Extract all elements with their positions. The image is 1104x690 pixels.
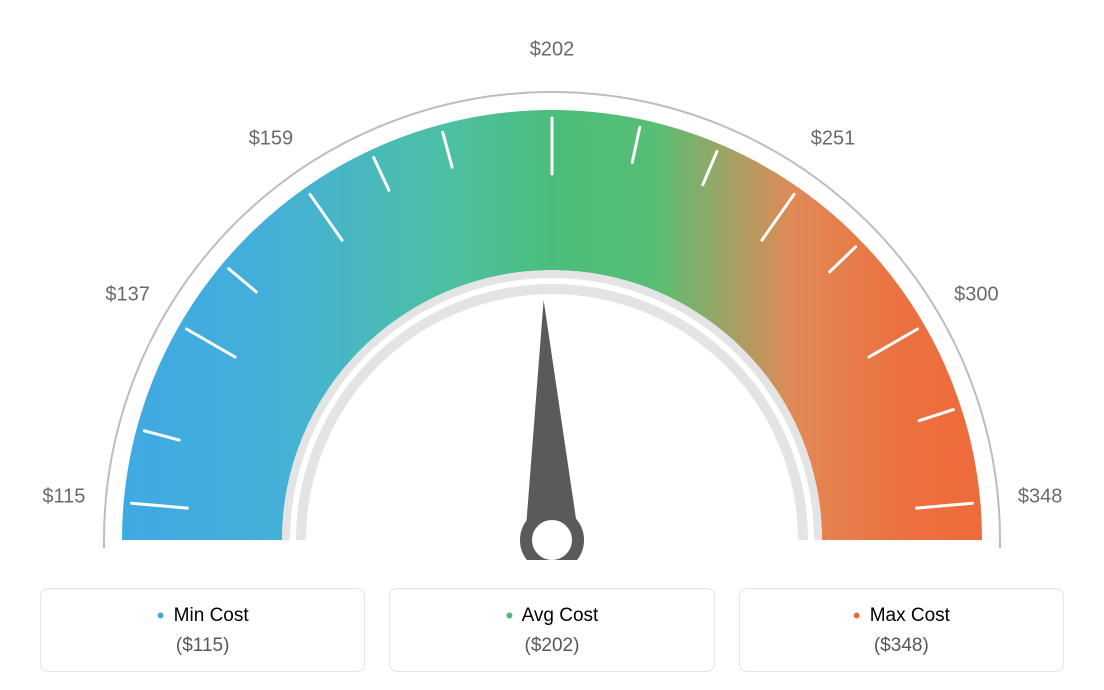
tick-label: $137: [105, 284, 150, 307]
legend-card-max: • Max Cost ($348): [739, 588, 1064, 672]
legend-value-max: ($348): [750, 635, 1053, 657]
tick-label: $115: [42, 486, 85, 509]
legend-value-avg: ($202): [400, 635, 703, 657]
legend-label: Max Cost: [870, 605, 950, 626]
legend-value-min: ($115): [51, 635, 354, 657]
tick-label: $348: [1018, 486, 1063, 509]
gauge-svg: [0, 0, 1104, 560]
tick-label: $202: [530, 39, 575, 62]
legend-label: Min Cost: [174, 605, 249, 626]
legend-title-min: • Min Cost: [51, 605, 354, 627]
legend-row: • Min Cost ($115) • Avg Cost ($202) • Ma…: [0, 588, 1104, 672]
legend-card-avg: • Avg Cost ($202): [389, 588, 714, 672]
tick-label: $300: [954, 284, 999, 307]
dot-icon: •: [157, 603, 165, 628]
tick-label: $251: [811, 127, 856, 150]
legend-label: Avg Cost: [522, 605, 599, 626]
dot-icon: •: [506, 603, 514, 628]
legend-title-max: • Max Cost: [750, 605, 1053, 627]
legend-card-min: • Min Cost ($115): [40, 588, 365, 672]
cost-gauge: $115 $137 $159 $202 $251 $300 $348: [0, 0, 1104, 560]
legend-title-avg: • Avg Cost: [400, 605, 703, 627]
dot-icon: •: [853, 603, 861, 628]
tick-label: $159: [249, 127, 294, 150]
